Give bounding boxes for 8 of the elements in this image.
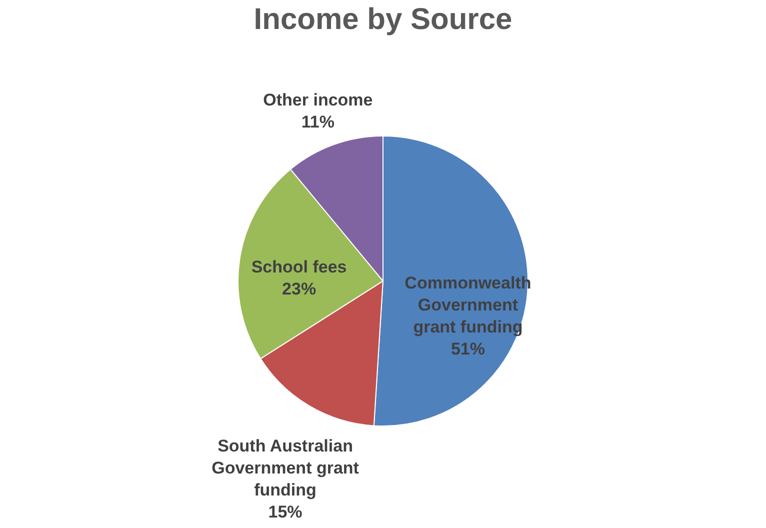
data-label: 11% [301, 112, 335, 132]
data-label: 15% [268, 502, 302, 522]
slice-label: School fees [251, 258, 347, 277]
data-label: 23% [282, 280, 316, 299]
chart-title: Income by Source [254, 3, 512, 36]
slice-label: Other income [263, 90, 373, 110]
slice-label: South Australian Government grant funding [212, 436, 360, 500]
data-label: 51% [450, 340, 485, 359]
